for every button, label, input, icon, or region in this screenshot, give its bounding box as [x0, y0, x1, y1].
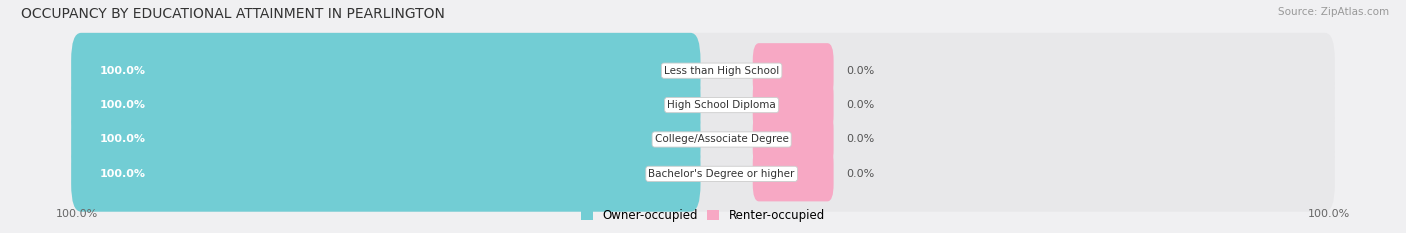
Text: Less than High School: Less than High School [664, 66, 779, 76]
Text: 0.0%: 0.0% [846, 100, 875, 110]
FancyBboxPatch shape [72, 33, 700, 109]
FancyBboxPatch shape [72, 67, 1334, 143]
Text: 0.0%: 0.0% [846, 169, 875, 179]
FancyBboxPatch shape [72, 102, 1334, 177]
Text: College/Associate Degree: College/Associate Degree [655, 134, 789, 144]
Text: OCCUPANCY BY EDUCATIONAL ATTAINMENT IN PEARLINGTON: OCCUPANCY BY EDUCATIONAL ATTAINMENT IN P… [21, 7, 444, 21]
Text: High School Diploma: High School Diploma [668, 100, 776, 110]
Text: 100.0%: 100.0% [1308, 209, 1350, 219]
Text: 100.0%: 100.0% [100, 134, 146, 144]
Legend: Owner-occupied, Renter-occupied: Owner-occupied, Renter-occupied [581, 209, 825, 223]
FancyBboxPatch shape [72, 136, 1334, 212]
FancyBboxPatch shape [72, 33, 1334, 109]
FancyBboxPatch shape [752, 43, 834, 98]
FancyBboxPatch shape [752, 112, 834, 167]
FancyBboxPatch shape [72, 136, 700, 212]
Text: Bachelor's Degree or higher: Bachelor's Degree or higher [648, 169, 794, 179]
FancyBboxPatch shape [72, 102, 700, 177]
Text: 100.0%: 100.0% [100, 169, 146, 179]
Text: 0.0%: 0.0% [846, 134, 875, 144]
FancyBboxPatch shape [752, 146, 834, 201]
Text: Source: ZipAtlas.com: Source: ZipAtlas.com [1278, 7, 1389, 17]
Text: 100.0%: 100.0% [100, 66, 146, 76]
Text: 0.0%: 0.0% [846, 66, 875, 76]
Text: 100.0%: 100.0% [56, 209, 98, 219]
FancyBboxPatch shape [752, 78, 834, 133]
Text: 100.0%: 100.0% [100, 100, 146, 110]
FancyBboxPatch shape [72, 67, 700, 143]
